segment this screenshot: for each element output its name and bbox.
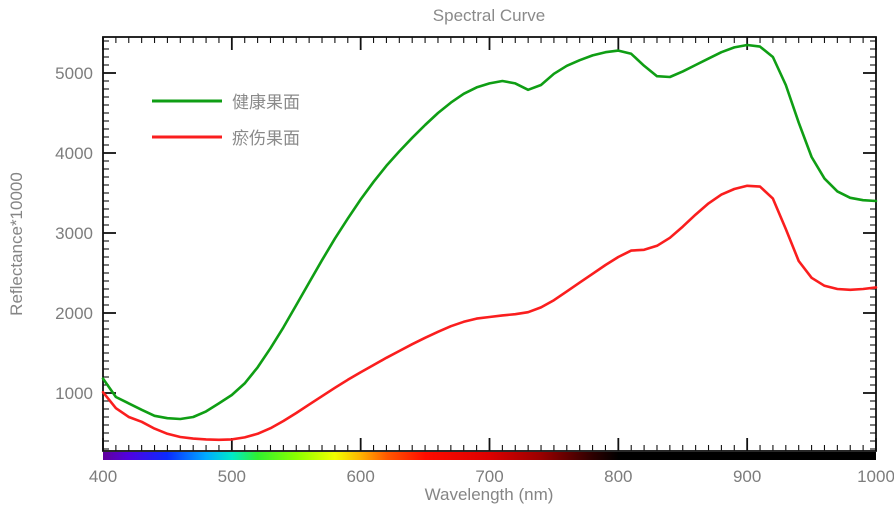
x-axis-tick-labels: 400 500 600 700 800 900 1000 — [89, 467, 894, 486]
x-axis-label: Wavelength (nm) — [425, 485, 554, 504]
y-axis-label: Reflectance*10000 — [7, 172, 26, 316]
chart-title: Spectral Curve — [433, 6, 545, 25]
minor-ticks — [103, 37, 876, 451]
y-tick-1000: 1000 — [55, 384, 93, 403]
x-tick-900: 900 — [733, 467, 761, 486]
y-tick-3000: 3000 — [55, 224, 93, 243]
legend-label-healthy: 健康果面 — [232, 93, 300, 112]
x-tick-500: 500 — [218, 467, 246, 486]
major-ticks — [102, 37, 877, 451]
y-tick-5000: 5000 — [55, 64, 93, 83]
x-tick-600: 600 — [346, 467, 374, 486]
wavelength-colorbar — [103, 452, 876, 460]
x-tick-700: 700 — [475, 467, 503, 486]
curve-bruised-fruit — [101, 184, 878, 442]
x-tick-800: 800 — [604, 467, 632, 486]
y-tick-4000: 4000 — [55, 144, 93, 163]
x-tick-400: 400 — [89, 467, 117, 486]
curve-healthy-fruit — [101, 43, 878, 421]
y-tick-2000: 2000 — [55, 304, 93, 323]
y-axis-tick-labels: 1000 2000 3000 4000 5000 — [55, 64, 93, 403]
legend-label-bruised: 瘀伤果面 — [232, 129, 300, 148]
x-tick-1000: 1000 — [857, 467, 894, 486]
plot-area-border — [102, 36, 877, 452]
legend: 健康果面 瘀伤果面 — [152, 93, 300, 148]
